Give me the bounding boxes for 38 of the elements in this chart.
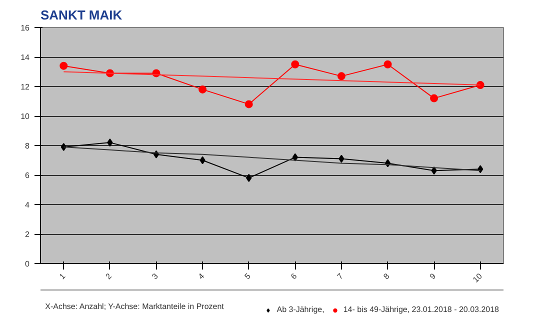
x-tick-label: 3	[150, 271, 160, 282]
y-tick-label: 14	[20, 53, 30, 62]
point	[292, 153, 298, 162]
text: X-Achse: Anzahl; Y-Achse: Marktanteile in Prozent	[45, 302, 225, 311]
x-tick-label: 5	[242, 271, 253, 282]
y-tick-label: 4	[25, 200, 30, 210]
y-tick-label: 2	[25, 230, 30, 239]
y-tick-label: 10	[20, 112, 30, 121]
x-tick-label: 1	[58, 271, 68, 282]
chart-title: SANKT MAIK	[40, 8, 123, 22]
x-tick-label: 2	[104, 271, 114, 282]
y-tick-label: 16	[20, 24, 30, 32]
y-tick-label: 6	[25, 171, 30, 180]
x-tick-label: 8	[382, 271, 392, 282]
x-tick-label: 4	[196, 271, 206, 282]
point	[476, 81, 484, 90]
point	[60, 62, 68, 70]
point	[431, 166, 437, 175]
y-tick-label: 12	[20, 82, 30, 92]
x-tick-label: 10	[471, 271, 484, 284]
point	[198, 85, 207, 94]
point	[291, 60, 300, 68]
y-tick-label: 0	[25, 260, 30, 268]
point	[337, 72, 346, 80]
point	[246, 174, 252, 182]
y-tick-label: 8	[25, 142, 30, 150]
legend-label: 14- bis 49-Jährige, 23.01.2018 - 20.03.2018	[343, 305, 499, 314]
x-tick-label: 7	[335, 271, 346, 282]
x-tick-label: 9	[428, 271, 438, 282]
x-tick-label: 6	[289, 271, 300, 282]
point	[478, 165, 484, 174]
point	[384, 60, 392, 68]
point	[244, 100, 253, 108]
legend-label: Ab 3-Jährige,	[276, 305, 324, 314]
point	[200, 156, 206, 164]
point	[338, 154, 344, 163]
point	[430, 94, 438, 102]
point	[107, 138, 113, 147]
